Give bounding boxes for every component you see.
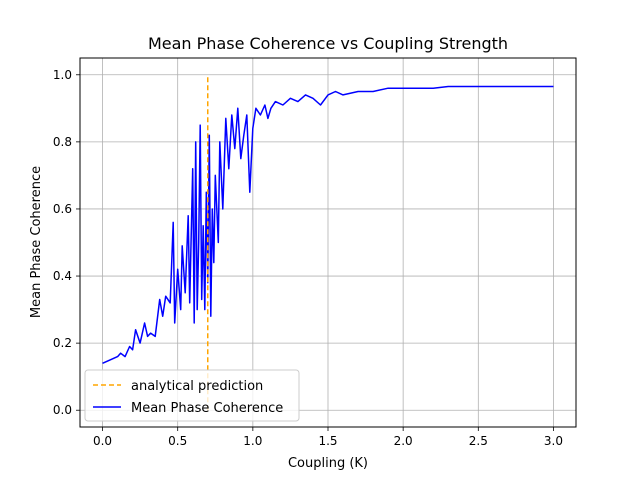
x-tick-label: 2.0: [394, 434, 413, 448]
series-line-mean-phase-coherence: [102, 85, 554, 364]
legend-box: [84, 369, 300, 422]
y-tick-label: 0.4: [53, 269, 72, 283]
x-tick-label: 1.5: [318, 434, 337, 448]
legend-label-analytical: analytical prediction: [131, 379, 263, 394]
x-tick-label: 1.0: [243, 434, 262, 448]
x-tick-label: 3.0: [544, 434, 563, 448]
y-tick-label: 0.0: [53, 403, 72, 417]
x-axis-label: Coupling (K): [288, 456, 368, 471]
series-layer: [102, 74, 554, 411]
x-ticks: 0.0 0.5 1.0 1.5 2.0 2.5 3.0: [93, 427, 563, 448]
y-tick-label: 0.2: [53, 336, 72, 350]
y-axis-label: Mean Phase Coherence: [29, 166, 44, 318]
y-ticks: 0.0 0.2 0.4 0.6 0.8 1.0: [53, 68, 80, 417]
y-tick-label: 1.0: [53, 68, 72, 82]
chart-title: Mean Phase Coherence vs Coupling Strengt…: [148, 34, 508, 53]
x-tick-label: 0.5: [168, 434, 187, 448]
legend-label-coherence: Mean Phase Coherence: [131, 401, 283, 416]
y-tick-label: 0.8: [53, 135, 72, 149]
y-tick-label: 0.6: [53, 202, 72, 216]
x-tick-label: 2.5: [469, 434, 488, 448]
legend: analytical prediction Mean Phase Coheren…: [84, 369, 300, 422]
x-tick-label: 0.0: [93, 434, 112, 448]
